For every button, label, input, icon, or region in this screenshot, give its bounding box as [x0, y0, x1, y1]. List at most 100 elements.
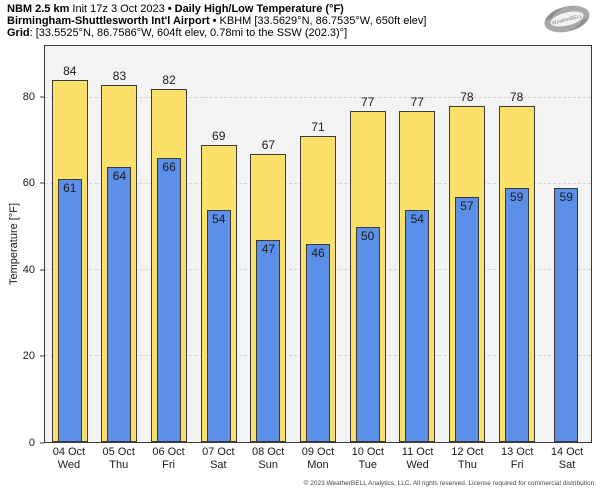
low-temp-bar: 50	[355, 226, 380, 442]
high-value-label: 67	[261, 137, 276, 152]
y-tick-label: 40	[22, 263, 35, 276]
bar-group: 78 59	[492, 46, 542, 442]
bar-group: 83 64	[95, 46, 145, 442]
separator-dot: •	[167, 3, 172, 15]
high-value-label: 77	[410, 94, 424, 109]
x-tick-day: Tue	[358, 459, 378, 471]
bar-group: 77 54	[392, 46, 442, 442]
x-tick-date: 04 Oct	[52, 446, 86, 458]
chart-header: NBM 2.5 km Init 17z 3 Oct 2023 • Daily Hig…	[7, 3, 426, 39]
x-tick-label: 13 Oct Fri	[492, 446, 542, 472]
high-value-label: 69	[212, 129, 226, 143]
x-tick-day: Wed	[406, 459, 429, 471]
separator-dot: •	[212, 15, 217, 27]
copyright-text: © 2023 WeatherBELL Analytics, LLC. All r…	[303, 480, 596, 487]
x-tick-day: Mon	[307, 459, 329, 471]
model-name: NBM 2.5 km	[7, 3, 70, 15]
bar-group: 77 50	[343, 46, 393, 442]
low-temp-bar: 66	[157, 157, 182, 442]
plot-area: 84 61 83 64 82 66 69 54 67 47 71 46 77 50 77 54 78 57 78 59…	[44, 45, 592, 443]
y-tick-mark	[40, 182, 44, 184]
bar-group: 69 54	[194, 46, 244, 442]
x-tick-date: 06 Oct	[152, 446, 185, 458]
low-temp-bar: 59	[554, 188, 579, 442]
high-value-label: 71	[311, 120, 325, 135]
init-time: Init 17z 3 Oct 2023	[72, 3, 165, 15]
x-tick-date: 08 Oct	[251, 446, 285, 458]
chart-title: Daily High/Low Temperature (°F)	[174, 3, 344, 15]
x-tick-date: 07 Oct	[202, 446, 235, 458]
y-tick-label: 80	[22, 90, 35, 103]
high-value-label: 84	[63, 64, 77, 79]
high-value-label: 77	[360, 94, 375, 109]
station-info: KBHM [33.5629°N, 86.7535°W, 650ft elev]	[219, 15, 427, 27]
x-tick-date: 10 Oct	[351, 446, 384, 458]
y-tick-mark	[40, 96, 44, 98]
x-tick-label: 06 Oct Fri	[144, 446, 194, 472]
bars-area: 84 61 83 64 82 66 69 54 67 47 71 46 77 50 77 54 78 57 78 59…	[45, 46, 591, 442]
low-value-label: 54	[410, 211, 424, 226]
low-value-label: 59	[509, 190, 524, 205]
low-value-label: 47	[261, 241, 276, 256]
bar-group: 78 57	[442, 46, 492, 442]
x-tick-day: Fri	[162, 459, 175, 471]
high-value-label: 78	[460, 90, 474, 105]
x-tick-day: Sat	[558, 459, 576, 471]
x-tick-date: 14 Oct	[550, 446, 584, 458]
low-temp-bar: 47	[256, 239, 281, 442]
low-value-label: 54	[212, 211, 226, 226]
low-temp-bar: 46	[306, 244, 331, 442]
y-tick-label: 0	[28, 437, 35, 449]
x-tick-label: 10 Oct Tue	[343, 446, 393, 472]
x-tick-day: Sat	[210, 459, 227, 471]
low-temp-bar: 54	[206, 209, 231, 442]
x-tick-date: 09 Oct	[301, 446, 335, 458]
bar-group: 84 61	[45, 46, 95, 442]
x-tick-label: 12 Oct Thu	[443, 446, 493, 472]
grid-info: : [33.5525°N, 86.7586°W, 604ft elev, 0.7…	[29, 27, 348, 39]
x-axis-labels: 04 Oct Wed 05 Oct Thu 06 Oct Fri 07 Oct Sat 08 O…	[44, 446, 592, 472]
weatherbell-logo: WeatherBELL	[544, 5, 590, 33]
y-tick-mark	[40, 269, 44, 271]
bar-group: 71 46	[293, 46, 343, 442]
low-temp-bar: 54	[405, 209, 430, 442]
low-value-label: 46	[311, 246, 325, 260]
x-tick-label: 14 Oct Sat	[542, 446, 592, 472]
station-name: Birmingham-Shuttlesworth Int'l Airport	[7, 15, 210, 27]
y-tick-label: 60	[22, 177, 35, 190]
bar-group: 59	[541, 46, 591, 442]
x-tick-date: 11 Oct	[401, 446, 434, 458]
low-value-label: 50	[360, 228, 375, 243]
y-tick-label: 20	[22, 350, 35, 363]
grid-label: Grid	[7, 27, 30, 39]
bar-group: 82 66	[144, 46, 194, 442]
x-tick-day: Fri	[510, 459, 524, 471]
high-value-label: 83	[112, 68, 127, 83]
x-tick-date: 05 Oct	[102, 446, 135, 458]
x-tick-label: 04 Oct Wed	[44, 446, 94, 472]
x-tick-date: 12 Oct	[451, 446, 484, 458]
x-tick-label: 07 Oct Sat	[193, 446, 243, 472]
low-temp-bar: 61	[57, 179, 82, 442]
high-value-label: 82	[162, 73, 176, 88]
y-tick-mark	[40, 442, 44, 444]
bar-group: 67 47	[244, 46, 294, 442]
x-tick-day: Thu	[457, 459, 477, 471]
low-value-label: 59	[559, 190, 573, 205]
high-value-label: 78	[509, 90, 524, 105]
low-value-label: 66	[162, 159, 176, 174]
x-tick-date: 13 Oct	[501, 446, 534, 458]
y-axis: 0 20 40 60 80	[0, 45, 44, 449]
low-value-label: 64	[112, 168, 127, 183]
x-tick-day: Thu	[109, 459, 129, 471]
low-value-label: 57	[460, 198, 474, 213]
x-tick-label: 09 Oct Mon	[293, 446, 343, 472]
x-tick-day: Wed	[57, 459, 81, 471]
x-tick-label: 11 Oct Wed	[393, 446, 443, 472]
low-temp-bar: 64	[107, 166, 132, 442]
header-line-2: Birmingham-Shuttlesworth Int'l Airport • K…	[7, 15, 426, 27]
low-temp-bar: 57	[454, 196, 479, 442]
gridline	[45, 96, 591, 98]
x-tick-label: 05 Oct Thu	[94, 446, 144, 472]
